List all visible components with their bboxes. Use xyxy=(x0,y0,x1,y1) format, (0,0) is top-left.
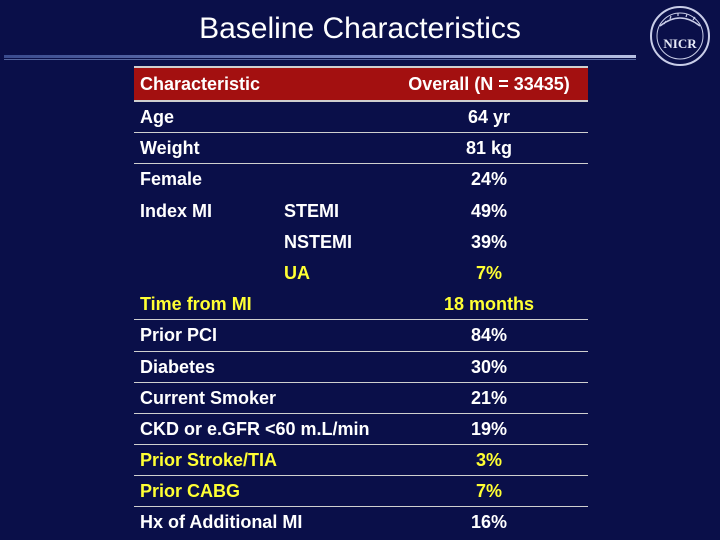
row-label: Weight xyxy=(140,138,200,159)
row-value: 30% xyxy=(470,356,508,377)
row-label: Diabetes xyxy=(140,356,216,377)
row-label: Age xyxy=(140,107,175,127)
row-value: 21% xyxy=(470,387,508,408)
title-divider xyxy=(4,55,636,58)
row-label: Hx of Additional MI xyxy=(140,512,303,533)
row-label: Current Smoker xyxy=(140,387,277,408)
table-row: Time from MI 18 months xyxy=(134,289,588,321)
table-row: Prior PCI 84% xyxy=(134,320,588,352)
title-divider-thin xyxy=(4,59,636,60)
table-row: Current Smoker 21% xyxy=(134,383,588,414)
row-value: 16% xyxy=(470,512,508,533)
table-row: Diabetes 30% xyxy=(134,352,588,383)
header-characteristic: Characteristic xyxy=(140,74,261,94)
table-row: Age 64 yr xyxy=(134,102,588,134)
table-row: Hx of Additional MI 16% xyxy=(134,507,588,538)
row-value: 19% xyxy=(470,418,508,439)
slide-title: Baseline Characteristics xyxy=(199,12,521,45)
table-row: Index MI STEMI 49% xyxy=(134,196,588,227)
nicr-logo: NICR xyxy=(650,6,710,66)
row-sublabel: STEMI xyxy=(284,200,340,221)
row-value: 39% xyxy=(470,231,508,252)
row-value: 24% xyxy=(470,169,508,190)
table-row: Prior Stroke/TIA 3% xyxy=(134,445,588,477)
baseline-table: Characteristic Overall (N = 33435) Age 6… xyxy=(134,66,588,539)
table-row: NSTEMI 39% xyxy=(134,227,588,258)
row-value: 7% xyxy=(475,262,502,283)
row-value: 49% xyxy=(470,200,508,221)
table-row: UA 7% xyxy=(134,258,588,289)
row-label: Time from MI xyxy=(140,294,252,315)
row-label: CKD or e.GFR <60 m.L/min xyxy=(140,418,370,439)
row-sublabel: NSTEMI xyxy=(284,231,353,252)
row-value: 81 kg xyxy=(465,138,513,159)
row-label: Prior CABG xyxy=(140,481,241,502)
row-label: Prior PCI xyxy=(140,325,218,346)
header-overall: Overall (N = 33435) xyxy=(408,74,570,94)
row-label: Prior Stroke/TIA xyxy=(140,450,278,471)
row-sublabel: UA xyxy=(284,262,310,283)
logo-text: NICR xyxy=(663,36,697,51)
row-value: 84% xyxy=(470,325,508,346)
row-value: 18 months xyxy=(443,294,535,315)
row-value: 3% xyxy=(475,450,502,471)
table-row: CKD or e.GFR <60 m.L/min 19% xyxy=(134,414,588,446)
table-row: Prior CABG 7% xyxy=(134,476,588,508)
table-header: Characteristic Overall (N = 33435) xyxy=(134,66,588,102)
table-row: Female 24% xyxy=(134,164,588,195)
row-label: Index MI xyxy=(140,200,213,221)
row-label: Female xyxy=(140,169,203,190)
row-value: 64 yr xyxy=(467,107,511,127)
row-value: 7% xyxy=(475,481,502,502)
table-row: Weight 81 kg xyxy=(134,133,588,165)
